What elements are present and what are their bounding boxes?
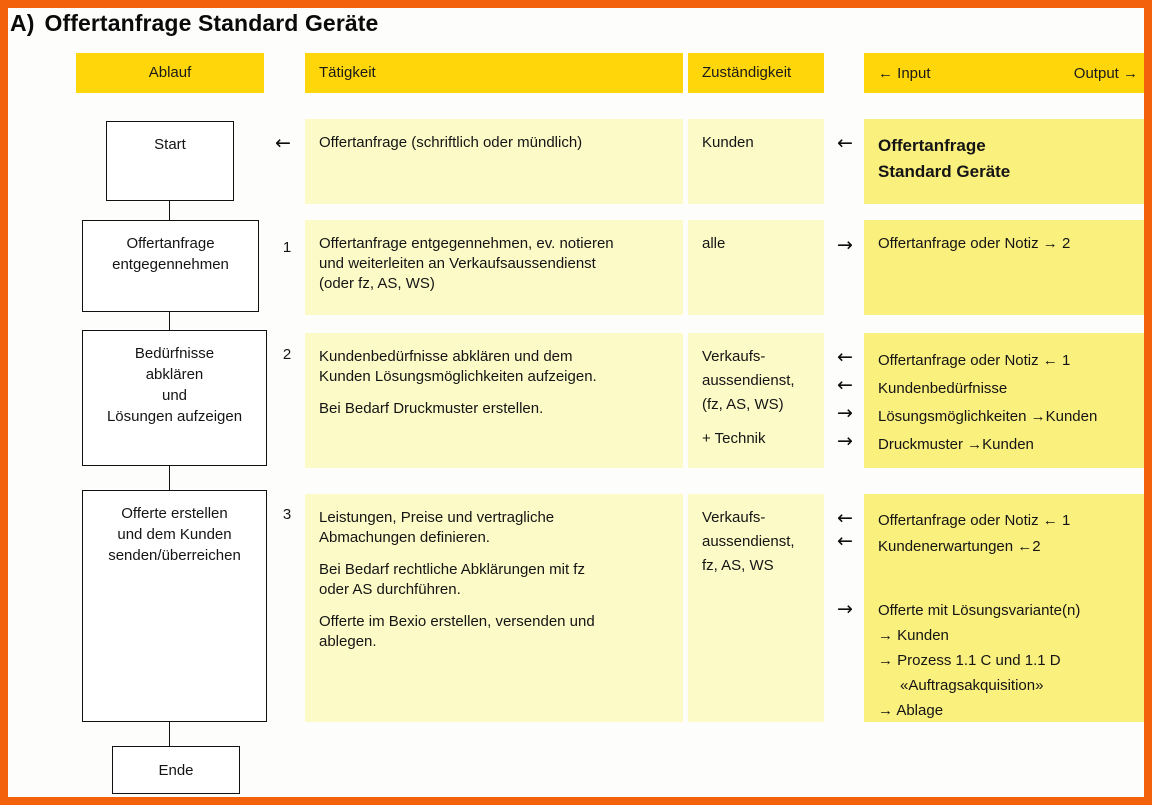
io-step3-bottom-line-2: → Kunden <box>878 627 949 644</box>
zustaendigkeit-step2-line-3: (fz, AS, WS) <box>702 396 784 413</box>
flowbox-step1-line-1: Offertanfrage <box>126 235 215 252</box>
zustaendigkeit-step2-line-2: aussendienst, <box>702 372 795 389</box>
flowbox-start: Start <box>106 121 234 201</box>
taetigkeit-step3-paragraph-3: Offerte im Bexio erstellen, versenden un… <box>319 612 669 652</box>
step-number-2: 2 <box>282 346 292 363</box>
connector-step3-to-ende <box>169 722 171 746</box>
connector-step1-to-step2 <box>169 312 171 330</box>
cell-zustaendigkeit-step3: Verkaufs- aussendienst, fz, AS, WS <box>688 494 824 722</box>
step-number-3: 3 <box>282 506 292 523</box>
taetigkeit-step3-paragraph-2: Bei Bedarf rechtliche Abklärungen mit fz… <box>319 560 669 600</box>
flowbox-step1: Offertanfrage entgegennehmen <box>82 220 259 312</box>
step-number-1: 1 <box>282 239 292 256</box>
flowbox-step3-line-1: Offerte erstellen <box>121 505 228 522</box>
io-step1-line-1: Offertanfrage oder Notiz → 2 <box>878 235 1071 252</box>
flowbox-ende: Ende <box>112 746 240 794</box>
zustaendigkeit-step2-spacer <box>702 419 810 429</box>
page-title-text: Offertanfrage Standard Geräte <box>44 10 379 36</box>
column-header-taetigkeit: Tätigkeit <box>305 53 683 93</box>
zustaendigkeit-step3-line-3: fz, AS, WS <box>702 557 774 574</box>
cell-taetigkeit-step3: Leistungen, Preise und vertragliche Abma… <box>305 494 683 722</box>
taetigkeit-step2-p1-line-2: Kunden Lösungsmöglichkeiten aufzeigen. <box>319 368 597 385</box>
taetigkeit-step1-line-1: Offertanfrage entgegennehmen, ev. notier… <box>319 235 614 252</box>
row-step2-arrow-io-2: ← <box>837 374 853 396</box>
cell-zustaendigkeit-step1: alle <box>688 220 824 315</box>
taetigkeit-step3-p2-line-2: oder AS durchführen. <box>319 581 461 598</box>
row-step3-arrow-io-2: ← <box>837 530 853 552</box>
io-step2-line-3: Lösungsmöglichkeiten →Kunden <box>878 408 1098 425</box>
row-start-arrow-taetigkeit: ← <box>275 132 291 154</box>
page-title: A) Offertanfrage Standard Geräte <box>10 10 378 37</box>
io-step3-bottom-line-4: «Auftragsakquisition» <box>900 677 1044 694</box>
taetigkeit-start-text: Offertanfrage (schriftlich oder mündlich… <box>319 134 583 151</box>
column-header-output: Output → <box>1073 64 1138 82</box>
io-step3-bottom-line-3: → Prozess 1.1 C und 1.1 D <box>878 652 1061 669</box>
row-step2-arrow-io-4: → <box>837 430 853 452</box>
cell-io-step1: Offertanfrage oder Notiz → 2 <box>864 220 1144 315</box>
taetigkeit-step3-paragraph-1: Leistungen, Preise und vertragliche Abma… <box>319 508 669 548</box>
cell-taetigkeit-step2: Kundenbedürfnisse abklären und dem Kunde… <box>305 333 683 468</box>
page-title-marker: A) <box>10 10 35 36</box>
flowbox-step3: Offerte erstellen und dem Kunden senden/… <box>82 490 267 722</box>
io-step3-top-line-1: Offertanfrage oder Notiz ← 1 <box>878 512 1071 529</box>
taetigkeit-step1-line-2: und weiterleiten an Verkaufsaussendienst <box>319 255 596 272</box>
zustaendigkeit-step2-line-1: Verkaufs- <box>702 348 766 365</box>
io-start-line-2: Standard Geräte <box>878 162 1011 181</box>
cell-io-step3: Offertanfrage oder Notiz ← 1 Kundenerwar… <box>864 494 1144 722</box>
row-start-arrow-io: ← <box>837 132 853 154</box>
flowbox-step2-line-3: und <box>161 387 188 404</box>
diagram-canvas: A) Offertanfrage Standard Geräte Ablauf T… <box>8 8 1144 797</box>
cell-taetigkeit-step1: Offertanfrage entgegennehmen, ev. notier… <box>305 220 683 315</box>
taetigkeit-step3-p1-line-2: Abmachungen definieren. <box>319 529 490 546</box>
cell-io-step2: Offertanfrage oder Notiz ← 1 Kundenbedür… <box>864 333 1144 468</box>
zustaendigkeit-step3-line-1: Verkaufs- <box>702 509 766 526</box>
flowbox-step2: Bedürfnisse abklären und Lösungen aufzei… <box>82 330 267 466</box>
zustaendigkeit-step1-text: alle <box>702 235 726 252</box>
io-step2-line-2: Kundenbedürfnisse <box>878 380 1008 397</box>
flowbox-step2-line-2: abklären <box>145 366 204 383</box>
io-step2-line-4: Druckmuster →Kunden <box>878 436 1034 453</box>
taetigkeit-step1-line-3: (oder fz, AS, WS) <box>319 275 435 292</box>
io-step3-top-line-2: Kundenerwartungen ←2 <box>878 538 1041 555</box>
io-step3-bottom-line-1: Offerte mit Lösungsvariante(n) <box>878 602 1081 619</box>
io-step3-spacer <box>878 560 1138 598</box>
taetigkeit-step3-p2-line-1: Bei Bedarf rechtliche Abklärungen mit fz <box>319 561 585 578</box>
taetigkeit-step2-p1-line-1: Kundenbedürfnisse abklären und dem <box>319 348 573 365</box>
column-header-ablauf: Ablauf <box>76 53 264 93</box>
row-step1-arrow-io: → <box>837 234 853 256</box>
taetigkeit-step3-p1-line-1: Leistungen, Preise und vertragliche <box>319 509 555 526</box>
cell-taetigkeit-start: Offertanfrage (schriftlich oder mündlich… <box>305 119 683 204</box>
flowbox-step2-line-4: Lösungen aufzeigen <box>106 408 243 425</box>
io-step2-line-1: Offertanfrage oder Notiz ← 1 <box>878 352 1071 369</box>
row-step2-arrow-io-3: → <box>837 402 853 424</box>
io-start-line-1: Offertanfrage <box>878 136 986 155</box>
cell-zustaendigkeit-start: Kunden <box>688 119 824 204</box>
io-step3-bottom-line-5: → Ablage <box>878 702 944 719</box>
row-step2-arrow-io-1: ← <box>837 346 853 368</box>
zustaendigkeit-start-text: Kunden <box>702 134 754 151</box>
zustaendigkeit-step2-line-4: + Technik <box>702 430 766 447</box>
cell-zustaendigkeit-step2: Verkaufs- aussendienst, (fz, AS, WS) + T… <box>688 333 824 468</box>
taetigkeit-step2-paragraph-2: Bei Bedarf Druckmuster erstellen. <box>319 400 544 417</box>
flowbox-step2-line-1: Bedürfnisse <box>134 345 215 362</box>
flowbox-step3-line-3: senden/überreichen <box>108 547 241 564</box>
taetigkeit-step3-p3-line-2: ablegen. <box>319 633 377 650</box>
cell-io-start: Offertanfrage Standard Geräte <box>864 119 1144 204</box>
column-header-input-output: ← Input Output → <box>864 53 1144 93</box>
column-header-zustaendigkeit: Zuständigkeit <box>688 53 824 93</box>
flowbox-step1-line-2: entgegennehmen <box>112 256 229 273</box>
zustaendigkeit-step3-line-2: aussendienst, <box>702 533 795 550</box>
row-step3-arrow-io-3: → <box>837 598 853 620</box>
row-step3-arrow-io-1: ← <box>837 507 853 529</box>
connector-step2-to-step3 <box>169 466 171 490</box>
connector-start-to-step1 <box>169 201 171 220</box>
taetigkeit-step2-paragraph-1: Kundenbedürfnisse abklären und dem Kunde… <box>319 347 669 387</box>
flowbox-step3-line-2: und dem Kunden <box>117 526 232 543</box>
taetigkeit-step3-p3-line-1: Offerte im Bexio erstellen, versenden un… <box>319 613 595 630</box>
column-header-input: ← Input <box>878 64 931 82</box>
